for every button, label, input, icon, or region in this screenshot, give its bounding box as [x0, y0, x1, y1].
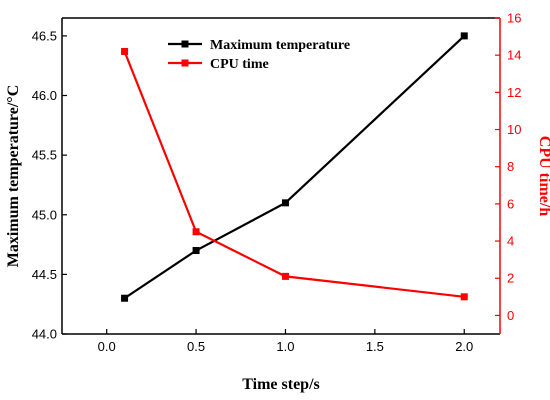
x-tick-label: 2.0: [455, 339, 473, 354]
max-temperature-series-line: [123, 35, 465, 300]
right-y-tick-label: 4: [507, 234, 514, 249]
right-y-tick-label: 10: [507, 122, 521, 137]
max-temperature-data-point: [192, 247, 200, 255]
max-temperature-data-point: [281, 199, 289, 207]
right-y-tick-label: 16: [507, 11, 521, 26]
axes: 0.0 0.5 1.0 1.5 2.0 44.0 44.5 45.0 45.5 46.0 46.5 0…: [5, 11, 550, 394]
max-temperature-data-point: [460, 32, 468, 40]
cpu-time-data-point: [281, 272, 289, 280]
max-temperature-data-point: [121, 294, 129, 302]
cpu-time-data-point: [121, 47, 129, 55]
left-y-tick-label: 46.5: [32, 28, 57, 43]
x-tick-label: 0.0: [98, 339, 116, 354]
right-y-tick-label: 6: [507, 196, 514, 211]
right-y-tick-label: 12: [507, 85, 521, 100]
cpu-time-data-point: [460, 293, 468, 301]
legend-label-max-temperature: Maximum temperature: [210, 38, 350, 53]
left-y-tick-label: 46.0: [32, 88, 57, 103]
right-y-axis-title: CPU time/h: [536, 136, 550, 217]
left-y-axis-title: Maximum temperature/°C: [5, 85, 22, 268]
x-tick-label: 1.5: [366, 339, 384, 354]
cpu-time-data-point: [192, 228, 200, 236]
right-y-tick-label: 2: [507, 271, 514, 286]
x-tick-label: 1.0: [276, 339, 294, 354]
right-y-tick-label: 0: [507, 308, 514, 323]
legend: Maximum temperature CPU time: [168, 38, 350, 72]
legend-label-cpu-time: CPU time: [210, 57, 269, 72]
x-axis-title: Time step/s: [242, 376, 319, 393]
legend-marker-max-temperature: [181, 40, 189, 48]
x-tick-label: 0.5: [187, 339, 205, 354]
left-y-tick-label: 44.5: [32, 267, 57, 282]
legend-marker-cpu-time: [181, 59, 189, 67]
cpu-time-series-line: [123, 51, 465, 298]
plot-area: [121, 32, 468, 302]
left-y-tick-label: 45.0: [32, 207, 57, 222]
left-y-tick-label: 44.0: [32, 327, 57, 342]
right-y-tick-label: 8: [507, 159, 514, 174]
left-y-tick-label: 45.5: [32, 148, 57, 163]
right-y-tick-label: 14: [507, 48, 521, 63]
